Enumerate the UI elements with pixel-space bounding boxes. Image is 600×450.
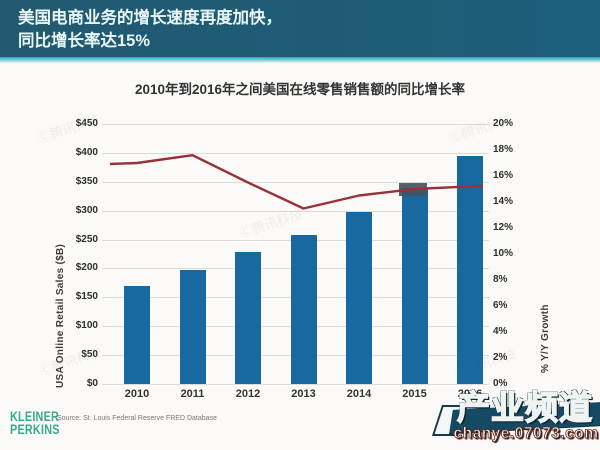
header-line1: 美国电商业务的增长速度再度加快， — [18, 9, 282, 27]
x-axis-label-2010: 2010 — [124, 388, 150, 400]
x-axis-label-2016: 2016 — [457, 388, 483, 400]
right-axis-tick: 10% — [493, 248, 514, 259]
left-axis-tick: $450 — [75, 118, 98, 129]
x-axis-label-2013: 2013 — [291, 388, 316, 400]
left-axis-tick: $100 — [75, 320, 98, 332]
gridline — [102, 384, 489, 385]
right-axis-tick: 0% — [493, 378, 508, 389]
bar-2013 — [290, 234, 317, 384]
growth-line — [109, 154, 484, 210]
right-axis-tick: 6% — [493, 300, 508, 311]
left-axis-tick: $300 — [75, 204, 98, 216]
bar-2012 — [235, 252, 261, 384]
faint-watermark: Ⓒ腾讯科技 — [37, 344, 105, 379]
header-line2: 同比增长率达15% — [18, 32, 151, 50]
left-axis-tick: $0 — [86, 378, 98, 389]
gridline — [102, 152, 489, 154]
right-axis-tick: 16% — [493, 170, 514, 181]
x-axis-label-2015: 2015 — [402, 388, 427, 400]
brand-url: chanye.07073.com — [453, 425, 599, 443]
right-axis-tick: 14% — [493, 196, 514, 207]
bar-2011 — [179, 269, 206, 384]
left-axis-tick: $350 — [75, 175, 98, 187]
right-axis-tick: 18% — [493, 144, 514, 155]
bar-2014 — [346, 212, 372, 384]
right-axis-tick: 8% — [493, 274, 508, 285]
header-divider-strip — [0, 57, 600, 63]
bar-2016 — [457, 156, 483, 384]
slide-header: 美国电商业务的增长速度再度加快， 同比增长率达15% — [0, 0, 600, 57]
right-axis-tick: 20% — [493, 118, 514, 129]
bar-2010 — [124, 285, 150, 384]
chart-panel: 2010年到2016年之间美国在线零售销售额的同比增长率 $450 $400 $35… — [0, 63, 600, 450]
right-axis-tick: 4% — [493, 326, 508, 337]
x-axis-label-2011: 2011 — [180, 388, 205, 400]
x-axis-label-2014: 2014 — [346, 388, 372, 400]
brand-watermark: 产业频道 chanye.07073.com — [425, 385, 600, 450]
gridline — [102, 181, 489, 183]
right-axis-tick: 2% — [493, 352, 508, 363]
x-axis-label-2012: 2012 — [235, 388, 261, 400]
kleiner-perkins-logo: KLEINER PERKINS — [10, 409, 60, 437]
left-axis-tick: $400 — [75, 146, 98, 158]
growth-line-chart — [109, 154, 484, 210]
gridline — [102, 124, 489, 125]
left-axis-tick: $150 — [75, 291, 98, 303]
source-note: Source: St. Louis Federal Reserve FRED D… — [57, 415, 217, 422]
right-axis-tick: 12% — [493, 222, 514, 233]
kp-logo-line1: KLEINER — [10, 409, 60, 424]
left-axis-tick: $250 — [75, 233, 98, 245]
gridline — [102, 210, 489, 212]
kp-logo-line2: PERKINS — [10, 421, 60, 437]
brand-title: 产业频道 — [456, 388, 593, 427]
right-axis-title: % Y/Y Growth — [540, 304, 551, 373]
left-axis-title: USA Online Retail Sales ($B) — [55, 243, 66, 388]
bar-2015 — [401, 187, 428, 384]
left-axis-tick: $50 — [81, 349, 98, 361]
left-axis-tick: $200 — [75, 262, 98, 274]
chart-title: 2010年到2016年之间美国在线零售销售额的同比增长率 — [134, 82, 466, 97]
